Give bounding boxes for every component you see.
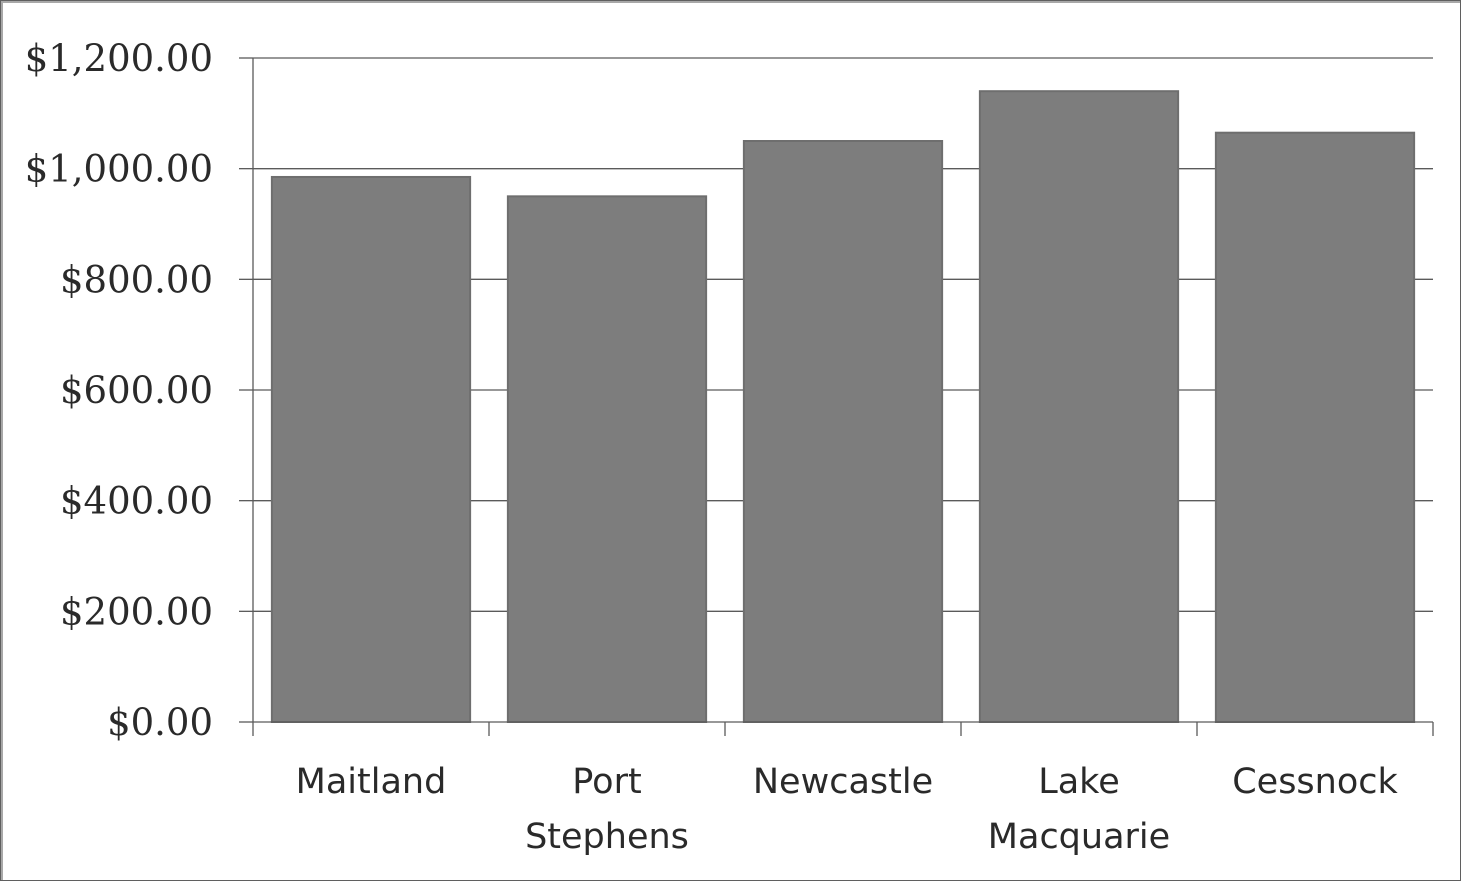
x-category-label: Port (572, 762, 641, 802)
x-category-label: Maitland (296, 762, 447, 802)
x-category-label: Macquarie (988, 817, 1170, 857)
bars (270, 90, 1416, 724)
y-tick-label: $1,000.00 (25, 148, 213, 191)
bar (978, 90, 1180, 723)
y-tick-label: $0.00 (107, 701, 213, 744)
y-tick-label: $200.00 (60, 590, 213, 633)
y-tick-label: $400.00 (60, 480, 213, 523)
y-tick-label: $600.00 (60, 369, 213, 412)
bar (506, 195, 708, 724)
x-category-label: Newcastle (753, 762, 933, 802)
y-tick-label: $800.00 (60, 258, 213, 301)
bar (1214, 131, 1416, 723)
y-tick-label: $1,200.00 (25, 37, 213, 80)
x-category-label: Cessnock (1232, 762, 1398, 802)
bar (742, 140, 944, 723)
bar (270, 175, 472, 723)
x-category-label: Lake (1038, 762, 1120, 802)
axes (239, 57, 1434, 736)
x-category-label: Stephens (525, 817, 689, 857)
y-tick-labels: $0.00 $200.00 $400.00 $600.00 $800.00 $1,000.… (25, 37, 213, 744)
x-category-labels: Maitland Port Stephens Newcastle Lake Macquar… (296, 762, 1399, 857)
